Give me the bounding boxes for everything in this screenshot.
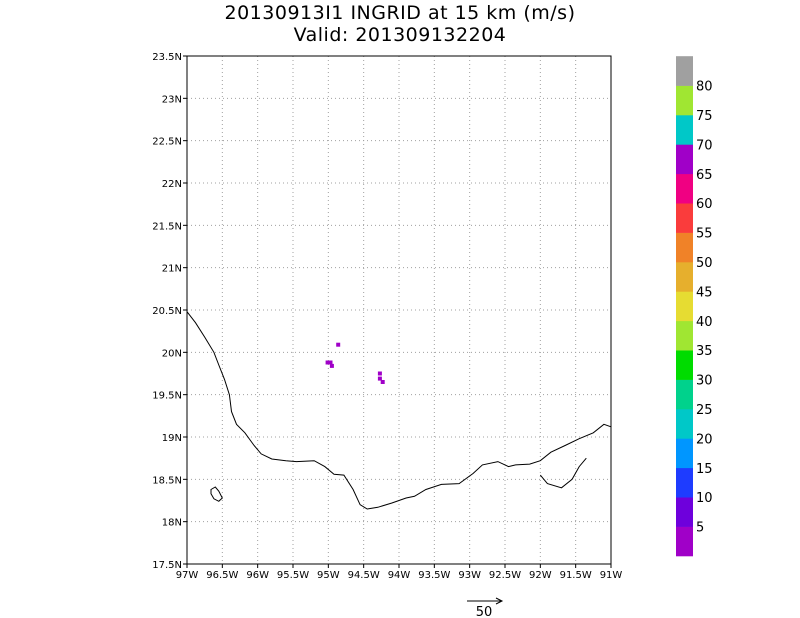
wind-cells xyxy=(325,342,385,384)
y-tick-label: 19.5N xyxy=(152,391,182,402)
colorbar-label: 20 xyxy=(696,432,713,447)
lake-outline xyxy=(210,486,223,502)
wind-cell xyxy=(325,360,330,365)
y-tick-label: 18.5N xyxy=(152,475,182,486)
y-tick-label: 23N xyxy=(162,94,182,105)
colorbar-label: 5 xyxy=(696,521,704,536)
colorbar-swatch xyxy=(676,56,693,86)
map-valid-time: Valid: 201309132204 xyxy=(293,24,507,46)
colorbar-swatch xyxy=(676,526,693,557)
wind-cell xyxy=(336,342,341,347)
reference-arrow-head xyxy=(495,597,504,605)
colorbar-label: 40 xyxy=(696,315,713,330)
colorbar-swatch xyxy=(676,85,693,116)
coastline-lagoon xyxy=(539,457,587,489)
reference-vector-label: 50 xyxy=(476,605,493,618)
y-tick-label: 22N xyxy=(162,179,182,190)
y-axis-ticks: 17.5N 18N 18.5N 19N 19.5N 20N 20.5N 21N 21.5N 22N… xyxy=(152,52,187,571)
colorbar-label: 75 xyxy=(696,109,713,124)
wind-cell xyxy=(380,380,385,384)
colorbar-label: 70 xyxy=(696,138,713,153)
colorbar-swatch xyxy=(676,232,693,263)
colorbar-swatch xyxy=(676,379,693,410)
colorbar-label: 65 xyxy=(696,168,713,183)
colorbar-swatch xyxy=(676,467,693,498)
x-tick-label: 92W xyxy=(529,570,552,581)
vector-reference: 50 xyxy=(467,597,504,618)
y-tick-label: 18N xyxy=(162,518,182,529)
colorbar-swatch xyxy=(676,350,693,380)
y-tick-label: 20.5N xyxy=(152,306,182,317)
colorbar-label: 80 xyxy=(696,80,713,95)
coastline xyxy=(186,311,612,510)
colorbar-label: 60 xyxy=(696,197,713,212)
colorbar-swatch xyxy=(676,115,693,145)
colorbar-swatch xyxy=(676,438,693,469)
colorbar-label: 50 xyxy=(696,256,713,271)
colorbar-label: 10 xyxy=(696,491,713,506)
colorbar: 5 10 15 20 25 30 35 40 45 50 55 60 65 70 75 80 xyxy=(676,56,713,557)
colorbar-swatch xyxy=(676,497,693,527)
y-tick-label: 23.5N xyxy=(152,52,182,63)
y-tick-label: 17.5N xyxy=(152,560,182,571)
grid-lines xyxy=(187,56,611,564)
x-tick-label: 93.5W xyxy=(418,570,450,581)
x-tick-label: 96W xyxy=(246,570,269,581)
y-tick-label: 22.5N xyxy=(152,137,182,148)
colorbar-label: 25 xyxy=(696,403,713,418)
colorbar-swatch xyxy=(676,320,693,351)
x-tick-label: 95.5W xyxy=(277,570,309,581)
colorbar-swatch xyxy=(676,291,693,322)
x-tick-label: 94W xyxy=(388,570,411,581)
x-tick-label: 92.5W xyxy=(489,570,521,581)
wind-cell xyxy=(329,363,334,368)
wind-cell xyxy=(377,371,382,376)
x-tick-label: 95W xyxy=(317,570,340,581)
x-tick-label: 94.5W xyxy=(348,570,380,581)
y-tick-label: 21N xyxy=(162,264,182,275)
x-tick-label: 97W xyxy=(176,570,199,581)
colorbar-swatch xyxy=(676,409,693,439)
x-tick-label: 96.5W xyxy=(206,570,238,581)
colorbar-label: 55 xyxy=(696,227,713,242)
colorbar-swatch xyxy=(676,203,693,233)
coastline-mainland xyxy=(186,311,612,510)
y-tick-label: 20N xyxy=(162,348,182,359)
colorbar-swatch xyxy=(676,262,693,292)
map-title: 20130913I1 INGRID at 15 km (m/s) xyxy=(224,2,576,24)
x-tick-label: 93W xyxy=(458,570,481,581)
y-tick-label: 21.5N xyxy=(152,221,182,232)
colorbar-swatch xyxy=(676,144,693,175)
colorbar-label: 30 xyxy=(696,374,713,389)
colorbar-swatch xyxy=(676,173,693,204)
wind-cell xyxy=(377,376,382,381)
x-tick-label: 91.5W xyxy=(560,570,592,581)
wind-cell xyxy=(328,360,333,365)
x-axis-ticks: 97W 96.5W 96W 95.5W 95W 94.5W 94W 93.5W 93W 92.5W… xyxy=(176,564,623,581)
x-tick-label: 91W xyxy=(600,570,623,581)
colorbar-label: 35 xyxy=(696,344,713,359)
colorbar-label: 15 xyxy=(696,462,713,477)
colorbar-label: 45 xyxy=(696,285,713,300)
y-tick-label: 19N xyxy=(162,433,182,444)
